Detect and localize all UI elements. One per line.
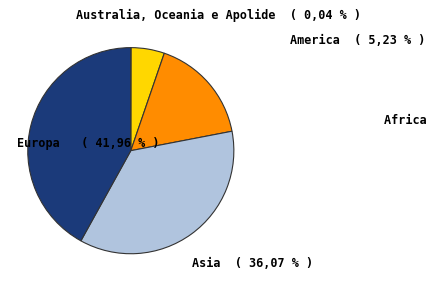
Text: Asia  ( 36,07 % ): Asia ( 36,07 % ) — [192, 257, 313, 270]
Wedge shape — [81, 131, 234, 254]
Wedge shape — [131, 53, 232, 151]
Text: America  ( 5,23 % ): America ( 5,23 % ) — [290, 34, 425, 47]
Wedge shape — [28, 48, 131, 241]
Text: Europa   ( 41,96 % ): Europa ( 41,96 % ) — [17, 137, 160, 150]
Wedge shape — [131, 48, 164, 151]
Text: Africa  ( 16,71 % ): Africa ( 16,71 % ) — [384, 114, 436, 127]
Text: Australia, Oceania e Apolide  ( 0,04 % ): Australia, Oceania e Apolide ( 0,04 % ) — [75, 9, 361, 22]
